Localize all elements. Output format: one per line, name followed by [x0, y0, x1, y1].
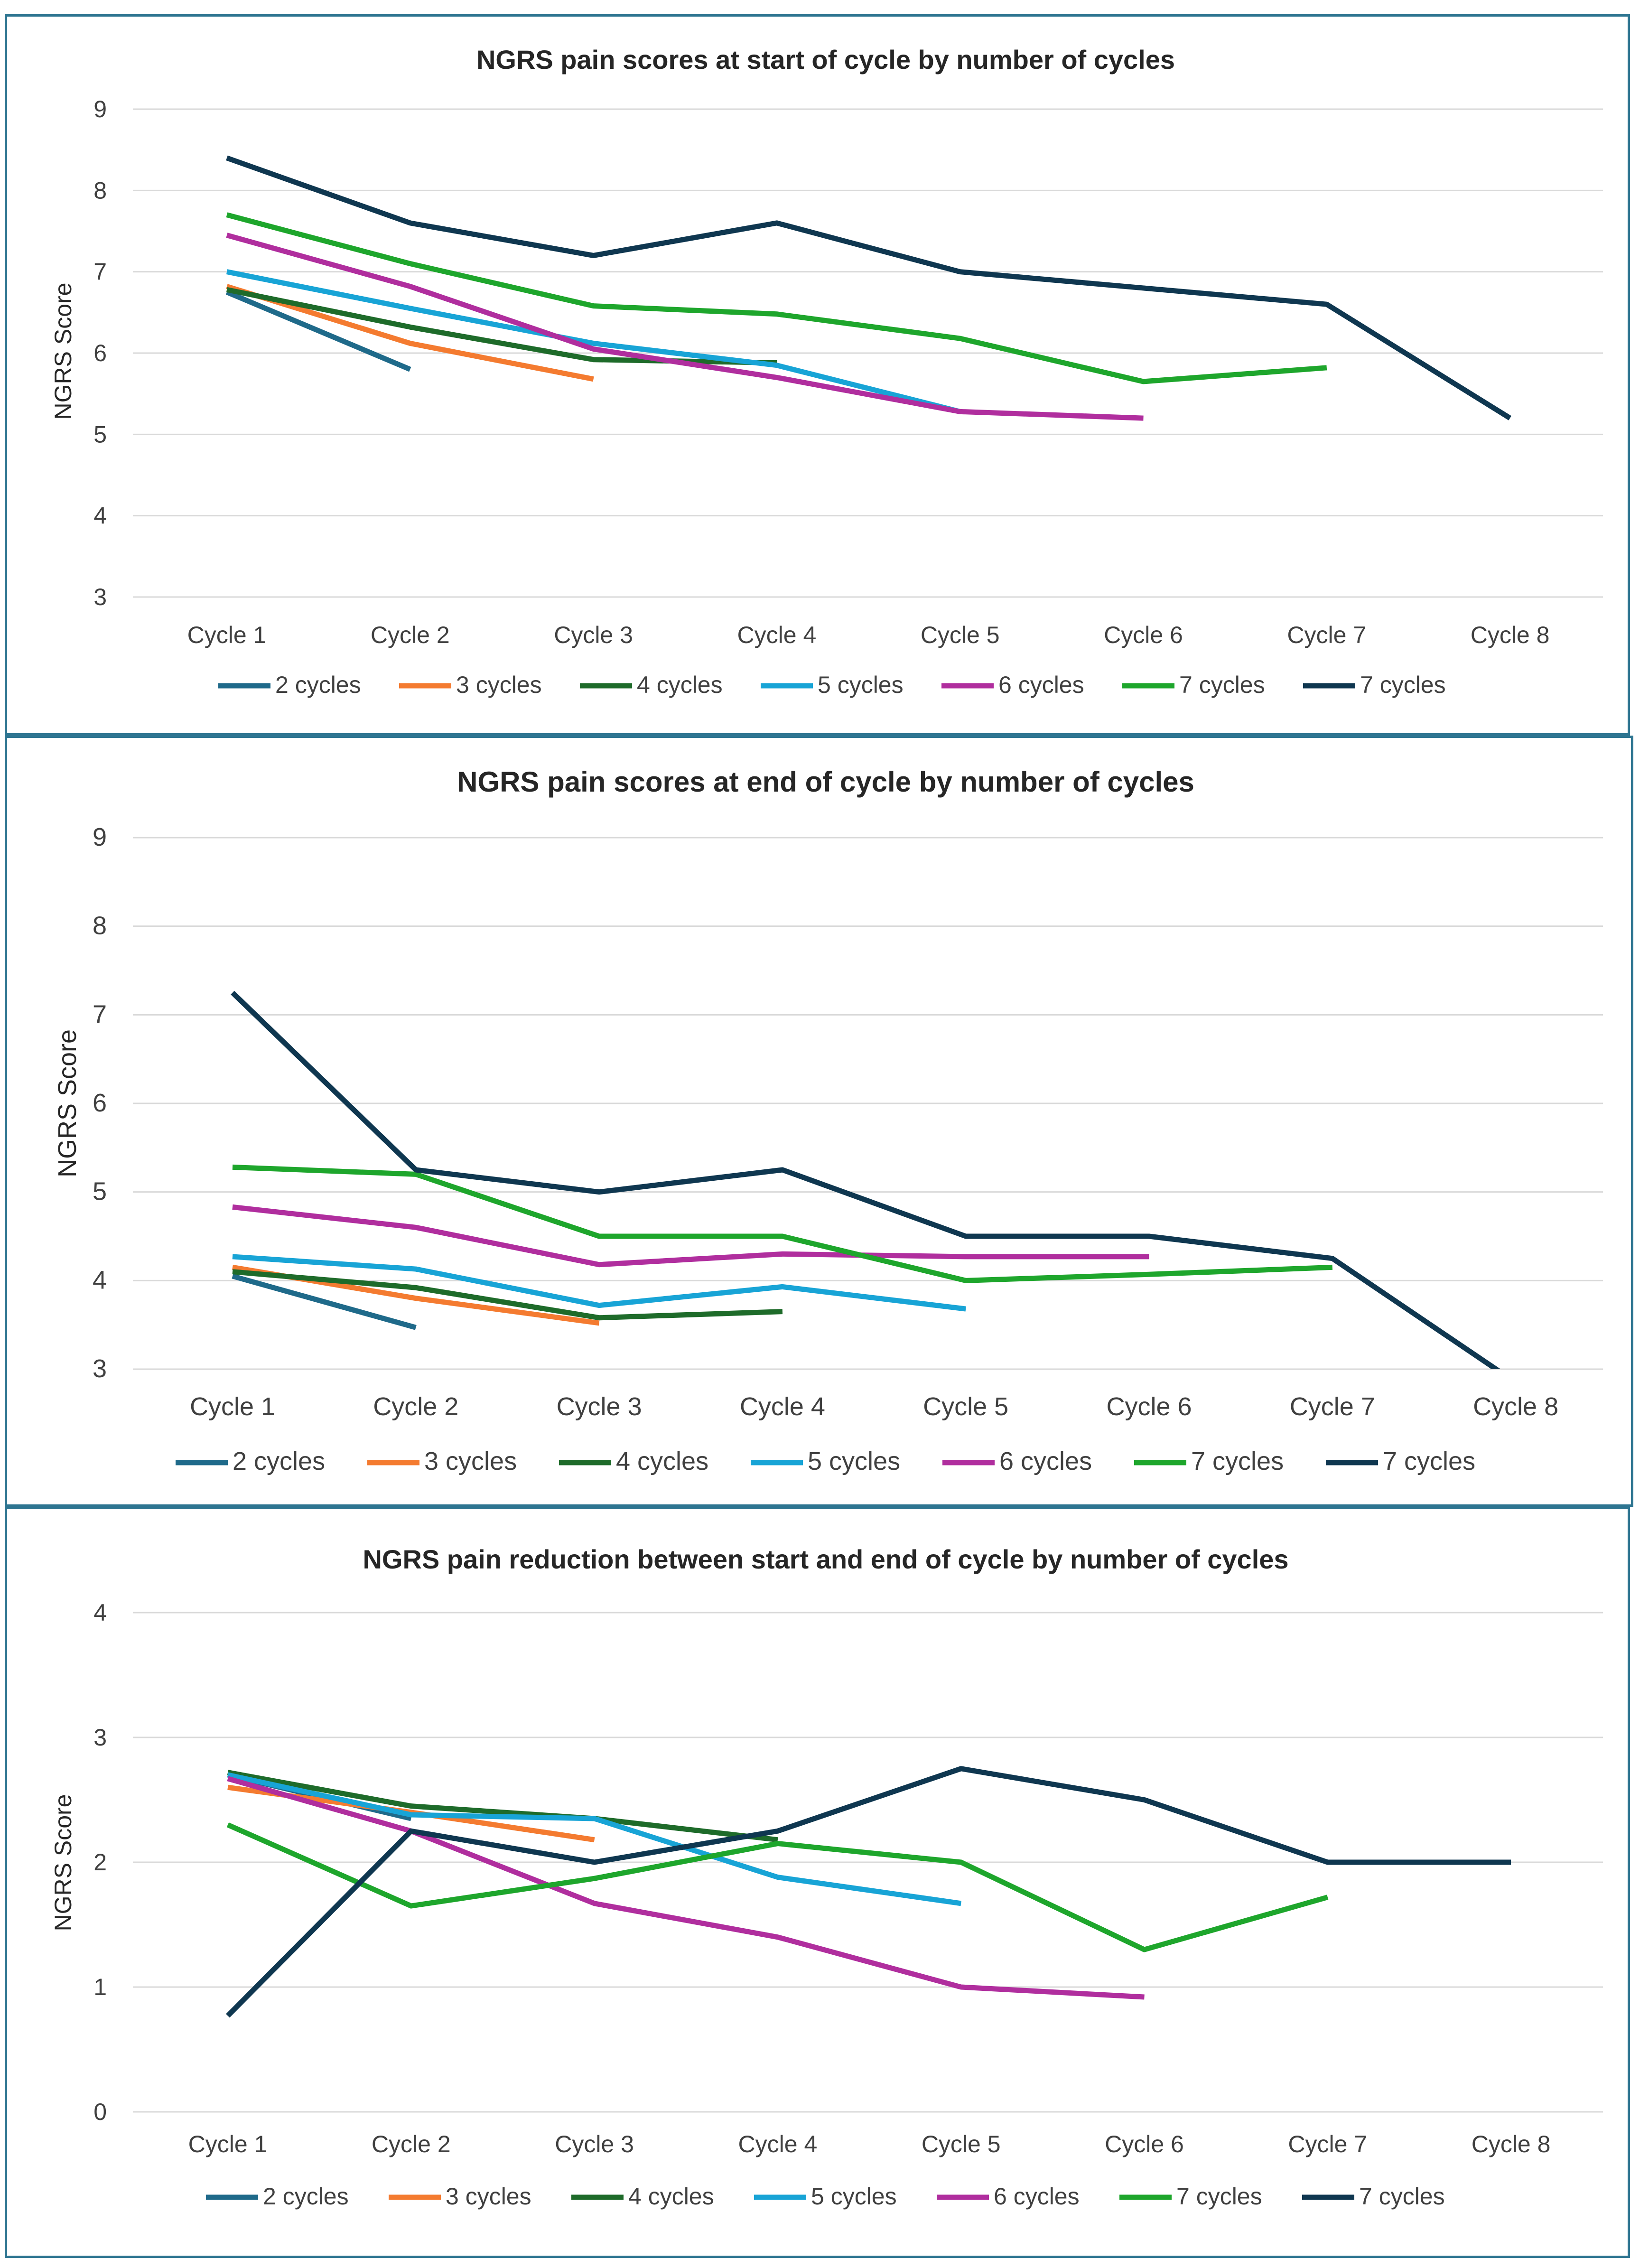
- x-tick-label: Cycle 7: [1288, 2131, 1367, 2157]
- legend-label: 7 cycles: [1176, 2183, 1262, 2210]
- y-tick-label: 6: [93, 1089, 107, 1117]
- y-axis-label: NGRS Score: [53, 1029, 82, 1177]
- y-tick-label: 6: [93, 340, 107, 366]
- legend-label: 2 cycles: [263, 2183, 349, 2210]
- legend-label: 2 cycles: [275, 672, 361, 698]
- legend-label: 5 cycles: [818, 672, 904, 698]
- legend-label: 7 cycles: [1179, 672, 1265, 698]
- y-tick-label: 3: [93, 1354, 107, 1383]
- y-tick-label: 9: [93, 823, 107, 851]
- series-line-5: [227, 1776, 1145, 2000]
- x-tick-label: Cycle 1: [188, 2131, 268, 2157]
- series-line-6: [232, 1164, 1333, 1283]
- y-axis-label: NGRS Score: [50, 1794, 76, 1932]
- series-line-2: [226, 284, 594, 382]
- legend-label: 4 cycles: [628, 2183, 714, 2210]
- chart-start: NGRS pain scores at start of cycle by nu…: [50, 45, 1603, 698]
- legend-label: 3 cycles: [424, 1447, 517, 1475]
- y-tick-label: 2: [93, 1849, 107, 1876]
- x-tick-label: Cycle 3: [554, 622, 633, 648]
- y-tick-label: 4: [93, 1599, 107, 1626]
- x-tick-label: Cycle 8: [1472, 2131, 1551, 2157]
- legend-label: 7 cycles: [1191, 1447, 1284, 1475]
- series-line-5: [232, 1204, 1149, 1268]
- legend-label: 6 cycles: [994, 2183, 1080, 2210]
- y-tick-label: 8: [93, 177, 107, 204]
- chart-reduction: NGRS pain reduction between start and en…: [50, 1544, 1603, 2210]
- series-line-4: [232, 1254, 966, 1312]
- y-axis-label: NGRS Score: [50, 283, 76, 420]
- x-tick-label: Cycle 7: [1290, 1392, 1375, 1421]
- x-tick-label: Cycle 2: [371, 622, 450, 648]
- legend-label: 5 cycles: [808, 1447, 900, 1475]
- x-tick-label: Cycle 2: [373, 1392, 458, 1421]
- legend-label: 3 cycles: [456, 672, 542, 698]
- x-tick-label: Cycle 5: [923, 1392, 1008, 1421]
- x-tick-label: Cycle 6: [1104, 622, 1183, 648]
- legend-label: 6 cycles: [999, 1447, 1092, 1475]
- x-tick-label: Cycle 5: [922, 2131, 1001, 2157]
- series-line-7: [226, 1766, 1511, 2018]
- series-line-7: [231, 990, 1501, 1369]
- x-tick-label: Cycle 4: [740, 1392, 825, 1421]
- series-line-7: [226, 155, 1512, 420]
- x-tick-label: Cycle 3: [555, 2131, 634, 2157]
- series-line-6: [226, 1822, 1329, 1952]
- chart-title: NGRS pain reduction between start and en…: [363, 1544, 1288, 1574]
- series-line-6: [226, 212, 1327, 384]
- x-tick-label: Cycle 2: [372, 2131, 451, 2157]
- x-tick-label: Cycle 7: [1287, 622, 1366, 648]
- y-tick-label: 4: [93, 1266, 107, 1294]
- series-line-3: [227, 1770, 778, 1843]
- y-tick-label: 3: [93, 1724, 107, 1751]
- legend-label: 4 cycles: [616, 1447, 708, 1475]
- legend-label: 3 cycles: [446, 2183, 531, 2210]
- legend-label: 5 cycles: [811, 2183, 897, 2210]
- legend-label: 2 cycles: [233, 1447, 325, 1475]
- y-tick-label: 0: [93, 2099, 107, 2125]
- chart-end: NGRS pain scores at end of cycle by numb…: [53, 766, 1603, 1475]
- y-tick-label: 4: [93, 503, 107, 529]
- y-tick-label: 5: [93, 1177, 107, 1206]
- x-tick-label: Cycle 8: [1471, 622, 1550, 648]
- x-tick-label: Cycle 4: [737, 622, 817, 648]
- y-tick-label: 8: [93, 912, 107, 940]
- y-tick-label: 1: [93, 1974, 107, 2000]
- legend-label: 7 cycles: [1359, 2183, 1445, 2210]
- legend-label: 7 cycles: [1383, 1447, 1475, 1475]
- legend-label: 4 cycles: [637, 672, 723, 698]
- chart-title: NGRS pain scores at end of cycle by numb…: [457, 766, 1194, 798]
- x-tick-label: Cycle 1: [187, 622, 267, 648]
- x-tick-label: Cycle 6: [1105, 2131, 1184, 2157]
- legend-label: 7 cycles: [1360, 672, 1446, 698]
- series-line-1: [225, 289, 411, 372]
- y-tick-label: 5: [93, 421, 107, 448]
- x-tick-label: Cycle 1: [190, 1392, 275, 1421]
- x-tick-label: Cycle 3: [557, 1392, 642, 1421]
- x-tick-label: Cycle 5: [921, 622, 1000, 648]
- chart-panel-end: [5, 736, 1633, 1507]
- legend-label: 6 cycles: [998, 672, 1084, 698]
- series-line-3: [232, 1269, 783, 1321]
- chart-title: NGRS pain scores at start of cycle by nu…: [476, 45, 1175, 75]
- y-tick-label: 9: [93, 96, 107, 122]
- series-line-5: [226, 233, 1144, 421]
- y-tick-label: 7: [93, 1000, 107, 1028]
- series-line-4: [226, 269, 961, 414]
- y-tick-label: 7: [93, 259, 107, 285]
- x-tick-label: Cycle 8: [1473, 1392, 1558, 1421]
- x-tick-label: Cycle 4: [738, 2131, 818, 2157]
- series-line-4: [227, 1772, 961, 1906]
- x-tick-label: Cycle 6: [1106, 1392, 1192, 1421]
- y-tick-label: 3: [93, 584, 107, 610]
- series-line-1: [232, 1273, 417, 1330]
